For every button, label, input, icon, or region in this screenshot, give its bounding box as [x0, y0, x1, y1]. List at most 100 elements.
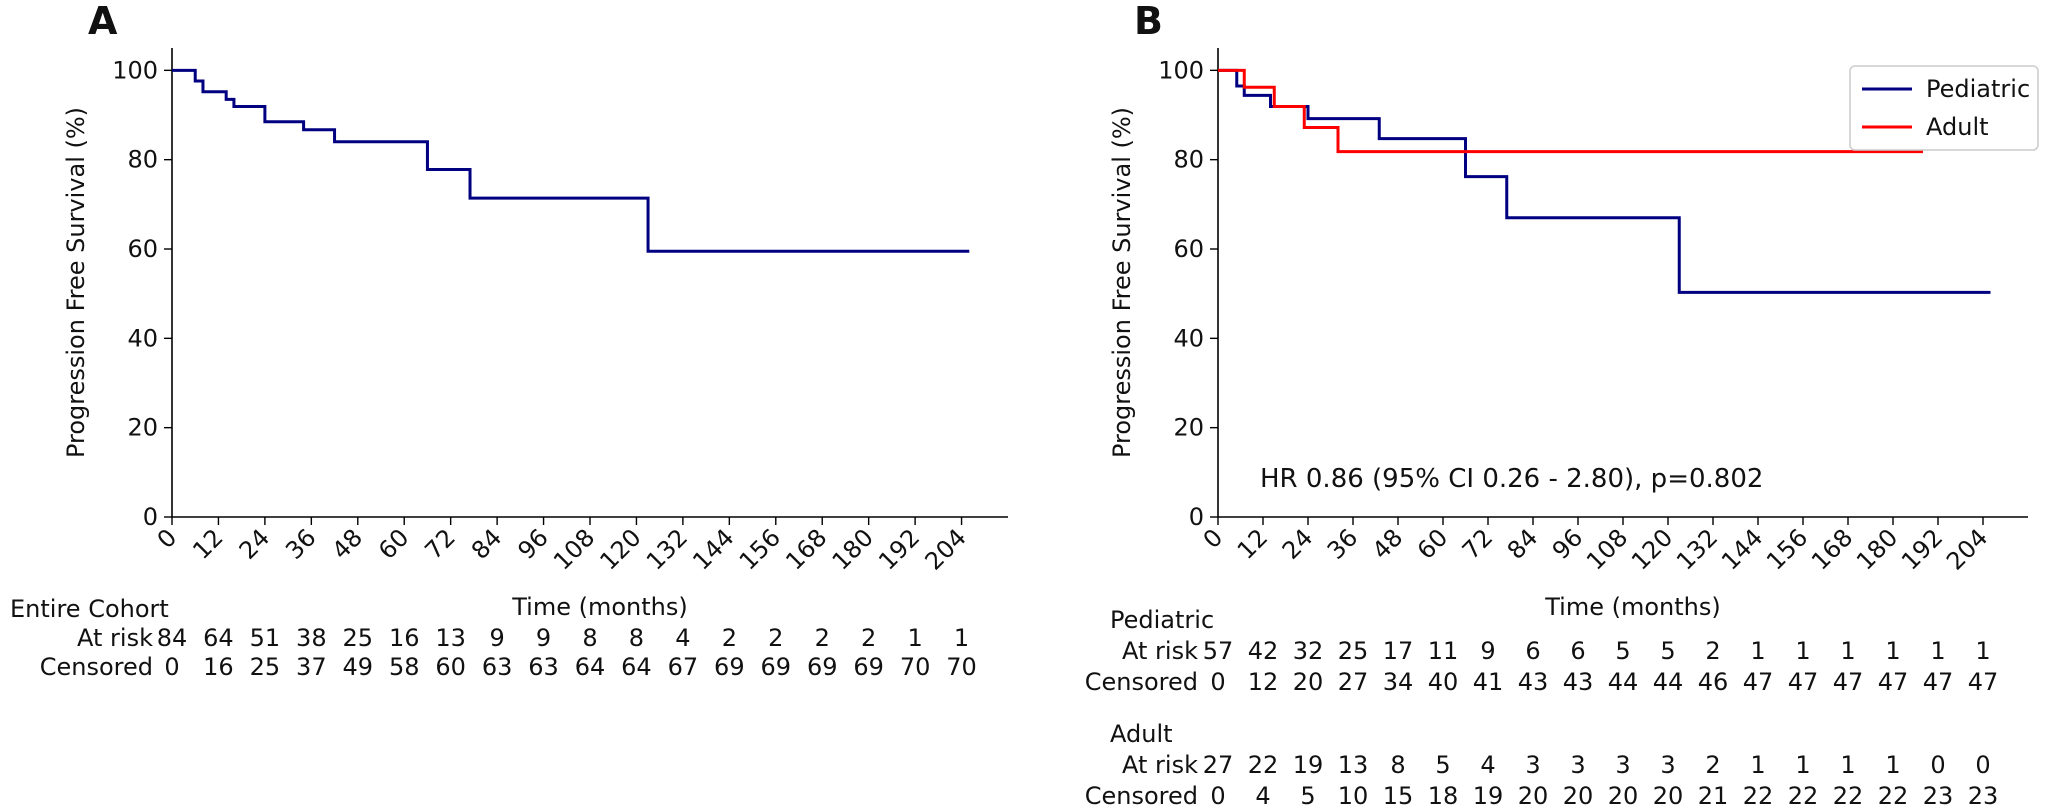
risk-cell: 12	[1248, 668, 1279, 696]
risk-cell: 43	[1518, 668, 1549, 696]
risk-cell: 1	[954, 624, 969, 652]
risk-cell: 69	[714, 653, 745, 681]
risk-group-title: Pediatric	[1110, 606, 1214, 634]
x-tick-label: 192	[1896, 523, 1948, 575]
risk-cell: 9	[489, 624, 504, 652]
risk-cell: 0	[1930, 751, 1945, 779]
risk-cell: 1	[1975, 637, 1990, 665]
risk-cell: 2	[768, 624, 783, 652]
x-tick-label: 132	[1671, 523, 1723, 575]
x-tick-label: 12	[187, 523, 228, 564]
x-tick-label: 84	[466, 523, 507, 564]
x-tick-label: 192	[873, 523, 925, 575]
x-tick-label: 48	[327, 523, 368, 564]
risk-cell: 6	[1570, 637, 1585, 665]
risk-cell: 47	[1833, 668, 1864, 696]
x-tick-label: 120	[1626, 523, 1678, 575]
x-tick-label: 24	[234, 523, 275, 564]
y-tick-label: 0	[1189, 503, 1204, 531]
risk-cell: 0	[1210, 782, 1225, 810]
x-tick-label: 60	[1412, 523, 1453, 564]
risk-cell: 1	[1840, 637, 1855, 665]
risk-cell: 17	[1383, 637, 1414, 665]
legend-entry: Pediatric	[1926, 75, 2030, 103]
risk-cell: 46	[1698, 668, 1729, 696]
legend: Pediatric Adult	[1849, 65, 2039, 151]
risk-cell: 34	[1383, 668, 1414, 696]
x-tick-label: 204	[920, 523, 972, 575]
risk-cell: 47	[1878, 668, 1909, 696]
risk-cell: 57	[1203, 637, 1234, 665]
y-tick-label: 40	[127, 324, 158, 352]
risk-cell: 70	[946, 653, 977, 681]
risk-cell: 69	[761, 653, 792, 681]
x-tick-label: 132	[641, 523, 693, 575]
risk-cell: 13	[1338, 751, 1369, 779]
risk-cell: 1	[1885, 637, 1900, 665]
x-tick-label: 12	[1232, 523, 1273, 564]
risk-cell: 51	[250, 624, 281, 652]
y-tick-label: 20	[1173, 414, 1204, 442]
risk-cell: 70	[900, 653, 931, 681]
risk-cell: 69	[807, 653, 838, 681]
risk-cell: 3	[1660, 751, 1675, 779]
x-tick-label: 96	[512, 523, 553, 564]
risk-cell: 1	[1885, 751, 1900, 779]
y-tick-label: 40	[1173, 324, 1204, 352]
risk-cell: 40	[1428, 668, 1459, 696]
x-tick-label: 180	[1851, 523, 1903, 575]
risk-cell: 8	[629, 624, 644, 652]
risk-cell: 9	[1480, 637, 1495, 665]
risk-cell: 22	[1743, 782, 1774, 810]
risk-cell: 47	[1923, 668, 1954, 696]
x-tick-label: 144	[687, 523, 739, 575]
risk-cell: 0	[1210, 668, 1225, 696]
risk-cell: 44	[1653, 668, 1684, 696]
risk-cell: 64	[203, 624, 234, 652]
risk-cell: 1	[1795, 637, 1810, 665]
risk-cell: 1	[1750, 751, 1765, 779]
series-line-entire-cohort	[172, 68, 970, 253]
x-tick-label: 180	[827, 523, 879, 575]
risk-cell: 3	[1525, 751, 1540, 779]
risk-cell: 0	[1975, 751, 1990, 779]
risk-cell: 64	[575, 653, 606, 681]
y-tick-label: 80	[1173, 146, 1204, 174]
x-tick-label: 108	[548, 523, 600, 575]
risk-cell: 38	[296, 624, 327, 652]
risk-cell: 20	[1608, 782, 1639, 810]
x-tick-label: 144	[1716, 523, 1768, 575]
x-tick-label: 84	[1502, 523, 1543, 564]
risk-row-label: Censored	[40, 653, 153, 681]
risk-cell: 21	[1698, 782, 1729, 810]
risk-cell: 22	[1248, 751, 1279, 779]
x-axis-title: Time (months)	[511, 593, 688, 621]
x-tick-label: 60	[373, 523, 414, 564]
risk-cell: 84	[157, 624, 188, 652]
x-tick-label: 72	[1457, 523, 1498, 564]
risk-cell: 8	[582, 624, 597, 652]
risk-cell: 16	[389, 624, 420, 652]
risk-group-title: Entire Cohort	[10, 595, 169, 623]
risk-cell: 25	[1338, 637, 1369, 665]
x-tick-label: 72	[420, 523, 461, 564]
risk-cell: 16	[203, 653, 234, 681]
x-tick-label: 120	[594, 523, 646, 575]
risk-cell: 13	[435, 624, 466, 652]
risk-cell: 5	[1300, 782, 1315, 810]
risk-row-label: Censored	[1085, 782, 1198, 810]
risk-cell: 2	[815, 624, 830, 652]
risk-cell: 23	[1968, 782, 1999, 810]
risk-cell: 25	[343, 624, 374, 652]
risk-cell: 41	[1473, 668, 1504, 696]
y-tick-label: 60	[127, 235, 158, 263]
risk-cell: 5	[1660, 637, 1675, 665]
risk-cell: 1	[907, 624, 922, 652]
x-tick-label: 24	[1277, 523, 1318, 564]
risk-cell: 4	[1480, 751, 1495, 779]
risk-cell: 43	[1563, 668, 1594, 696]
risk-cell: 69	[853, 653, 884, 681]
